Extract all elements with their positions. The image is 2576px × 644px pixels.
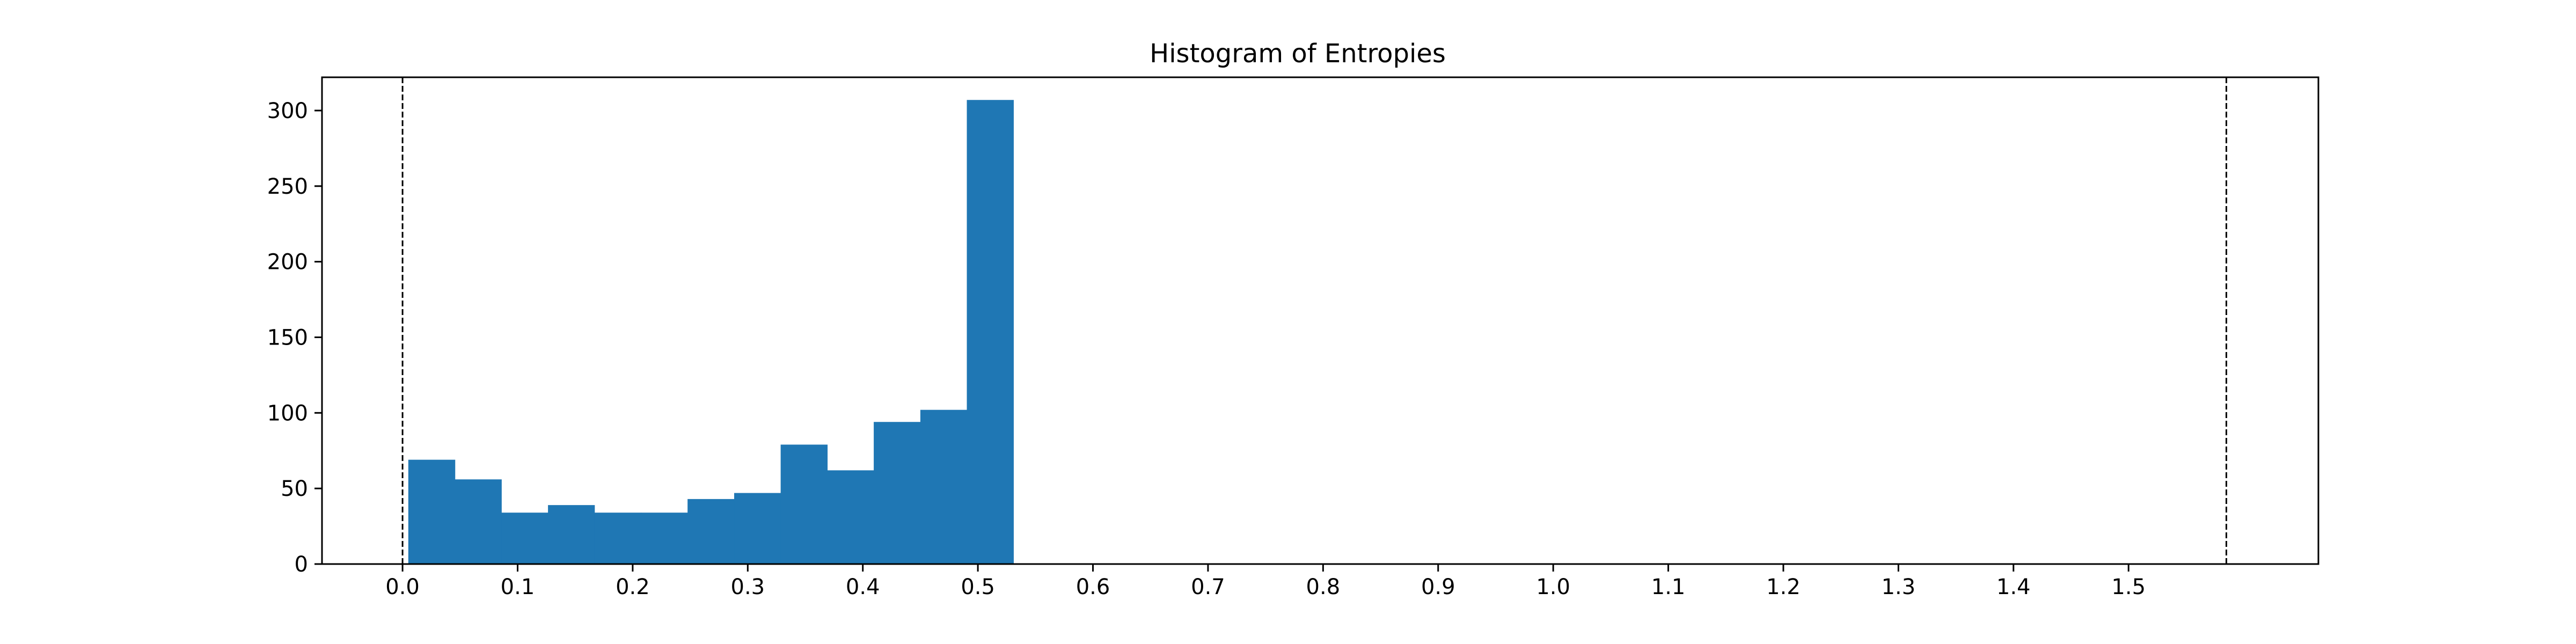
histogram-bar-1 [455, 479, 502, 564]
histogram-bar-11 [920, 409, 968, 564]
histogram-bar-6 [687, 499, 735, 564]
histogram-bar-8 [780, 444, 828, 564]
y-tick-label: 50 [281, 477, 308, 501]
histogram-bar-7 [734, 493, 781, 564]
histogram-bar-3 [548, 505, 595, 564]
x-tick-label: 0.8 [1306, 575, 1341, 599]
plot-frame [321, 76, 2319, 565]
x-tick-label: 0.9 [1421, 575, 1455, 599]
histogram-bar-2 [501, 513, 548, 564]
x-tick-label: 0.7 [1191, 575, 1225, 599]
y-axis: 0 50 100 150 200 250 300 [267, 99, 322, 577]
x-tick-label: 0.0 [385, 575, 420, 599]
bars-group [408, 100, 1014, 564]
y-tick-label: 200 [267, 250, 308, 275]
y-tick-label: 250 [267, 174, 308, 199]
y-tick-label: 150 [267, 325, 308, 350]
histogram-bar-10 [874, 422, 921, 564]
x-tick-label: 1.2 [1766, 575, 1801, 599]
x-tick-label: 1.1 [1651, 575, 1686, 599]
x-tick-label: 0.3 [731, 575, 765, 599]
reference-lines [401, 77, 2227, 564]
x-tick-label: 0.2 [616, 575, 650, 599]
x-tick-label: 1.5 [2111, 575, 2146, 599]
histogram-bar-5 [641, 513, 688, 564]
y-tick-label: 300 [267, 99, 308, 123]
y-tick-label: 100 [267, 401, 308, 426]
x-tick-label: 1.4 [1996, 575, 2031, 599]
histogram-bar-12 [967, 100, 1014, 564]
histogram-bar-9 [827, 470, 874, 564]
y-tick-label: 0 [295, 552, 308, 577]
x-tick-label: 0.4 [846, 575, 880, 599]
x-tick-label: 1.0 [1536, 575, 1570, 599]
histogram-bar-4 [594, 513, 642, 564]
x-tick-label: 1.3 [1882, 575, 1916, 599]
histogram-bar-0 [408, 459, 456, 564]
x-tick-label: 0.5 [961, 575, 995, 599]
x-tick-label: 0.1 [501, 575, 535, 599]
x-tick-label: 0.6 [1076, 575, 1110, 599]
chart-title: Histogram of Entropies [1150, 39, 1446, 69]
x-axis: 0.0 0.1 0.2 0.3 0.4 0.5 0.6 0.7 0.8 0.9 1.0 1.1 1.2 1… [385, 564, 2146, 599]
